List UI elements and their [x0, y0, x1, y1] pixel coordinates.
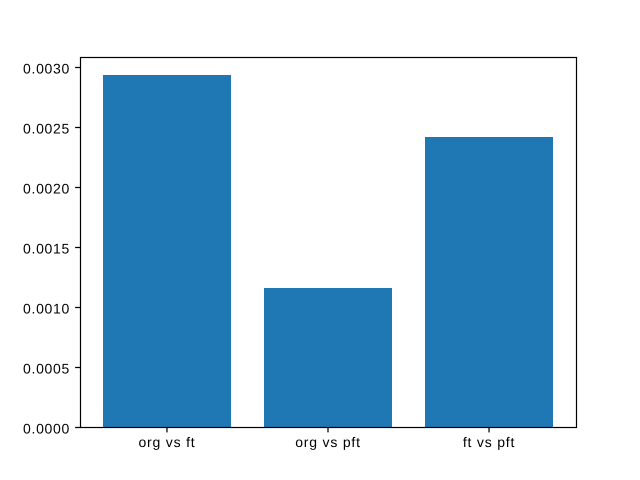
svg-text:0.0010: 0.0010 — [23, 300, 70, 316]
svg-text:org vs ft: org vs ft — [138, 434, 195, 450]
svg-text:org vs pft: org vs pft — [295, 434, 361, 450]
svg-text:0.0025: 0.0025 — [23, 120, 70, 136]
svg-text:0.0000: 0.0000 — [23, 420, 70, 436]
svg-text:0.0015: 0.0015 — [23, 240, 70, 256]
svg-text:0.0020: 0.0020 — [23, 180, 70, 196]
svg-text:ft vs pft: ft vs pft — [463, 434, 515, 450]
svg-text:0.0030: 0.0030 — [23, 60, 70, 76]
svg-text:0.0005: 0.0005 — [23, 360, 70, 376]
